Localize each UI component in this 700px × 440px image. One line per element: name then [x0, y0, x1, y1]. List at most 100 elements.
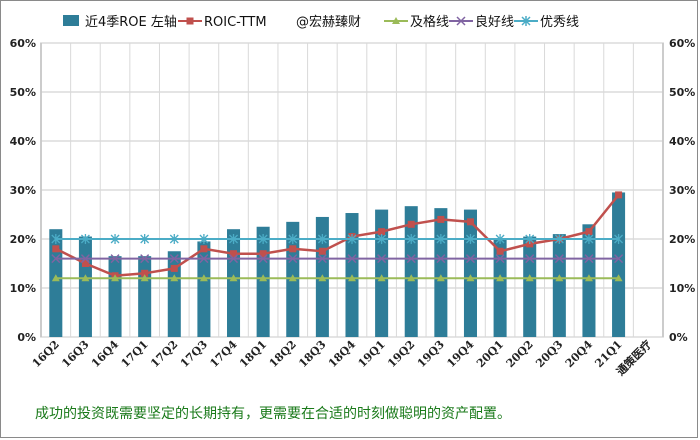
- point-excellent-18Q3: [317, 234, 327, 244]
- point-roic-19Q1: [378, 228, 386, 236]
- x-tick-label: 20Q1: [474, 338, 506, 370]
- point-good-18Q1: [258, 254, 268, 264]
- y-tick-left: 50%: [10, 86, 36, 99]
- point-good-18Q4: [347, 254, 357, 264]
- point-roic-18Q1: [259, 250, 267, 258]
- bar-roe-17Q2: [167, 251, 181, 337]
- point-pass-17Q1: [140, 274, 149, 282]
- point-pass-20Q3: [555, 274, 564, 282]
- bar-roe-20Q3: [552, 234, 566, 337]
- legend-marker-good: [456, 16, 466, 26]
- point-excellent-17Q3: [199, 234, 209, 244]
- x-tick-label: 16Q4: [89, 338, 121, 370]
- bar-roe-19Q3: [434, 208, 448, 337]
- legend-marker-pass: [392, 17, 400, 24]
- point-excellent-17Q4: [229, 234, 238, 244]
- point-pass-20Q4: [584, 274, 593, 282]
- bar-roe-17Q1: [138, 256, 152, 337]
- point-pass-19Q4: [466, 274, 475, 282]
- point-pass-18Q3: [318, 274, 327, 282]
- point-good-17Q3: [199, 254, 209, 264]
- point-good-19Q2: [406, 254, 416, 264]
- point-excellent-17Q1: [140, 234, 150, 244]
- bar-roe-17Q4: [227, 229, 241, 337]
- point-roic-17Q4: [230, 250, 238, 258]
- x-tick-label: 19Q3: [415, 338, 447, 370]
- point-pass-17Q3: [199, 274, 208, 282]
- x-tick-label: 18Q4: [326, 338, 358, 370]
- point-pass-17Q4: [229, 274, 238, 282]
- x-tick-label: 16Q3: [59, 338, 91, 370]
- point-good-19Q4: [465, 254, 476, 264]
- line-roic: [55, 194, 620, 278]
- bar-roe-20Q2: [523, 236, 537, 337]
- point-pass-18Q4: [348, 274, 356, 282]
- point-roic-16Q3: [81, 260, 89, 267]
- x-tick-label: 19Q1: [356, 338, 388, 370]
- x-tick-label: 17Q1: [119, 338, 151, 370]
- point-good-20Q3: [554, 254, 564, 264]
- point-good-18Q3: [317, 254, 327, 264]
- bar-roe-21Q1: [612, 192, 626, 337]
- y-tick-left: 20%: [10, 233, 36, 246]
- y-tick-right: 50%: [669, 86, 695, 99]
- point-excellent-18Q1: [258, 234, 268, 244]
- y-tick-left: 0%: [17, 331, 36, 344]
- point-good-20Q1: [495, 254, 505, 264]
- point-good-18Q2: [288, 254, 298, 264]
- point-roic-17Q1: [141, 269, 149, 277]
- caption-text: 成功的投资既需要坚定的长期持有，更需要在合适的时刻做聪明的资产配置。: [35, 406, 511, 422]
- y-tick-left: 10%: [10, 282, 36, 295]
- point-excellent-19Q3: [436, 234, 446, 244]
- point-excellent-21Q1: [614, 234, 624, 244]
- point-excellent-16Q3: [80, 234, 90, 244]
- point-excellent-20Q2: [525, 234, 535, 244]
- x-tick-label: 18Q3: [296, 338, 328, 370]
- x-tick-label: 18Q1: [237, 338, 269, 370]
- point-roic-20Q1: [496, 247, 504, 255]
- y-tick-right: 30%: [669, 184, 695, 197]
- y-tick-right: 40%: [669, 135, 695, 148]
- point-excellent-18Q4: [347, 234, 357, 244]
- point-roic-20Q4: [585, 228, 593, 236]
- point-excellent-16Q4: [110, 234, 120, 244]
- point-roic-18Q3: [318, 247, 326, 255]
- point-pass-18Q1: [259, 274, 268, 282]
- point-pass-16Q3: [81, 274, 90, 282]
- legend-label-excellent: 优秀线: [540, 15, 579, 30]
- x-tick-label: 19Q2: [385, 338, 417, 370]
- legend-label-good: 良好线: [475, 14, 514, 30]
- point-good-16Q3: [80, 254, 90, 264]
- legend-marker-excellent: [521, 16, 531, 26]
- y-tick-right: 10%: [669, 282, 695, 295]
- point-good-16Q4: [110, 254, 120, 264]
- bar-roe-20Q1: [493, 239, 507, 337]
- bar-roe-16Q4: [108, 256, 122, 337]
- point-good-21Q1: [614, 254, 624, 264]
- point-roic-17Q3: [200, 245, 208, 253]
- legend-label-roic: ROIC-TTM: [204, 15, 267, 30]
- y-tick-right: 0%: [669, 331, 688, 344]
- point-pass-16Q4: [111, 274, 120, 282]
- y-tick-right: 20%: [669, 233, 695, 246]
- point-roic-19Q3: [437, 215, 445, 223]
- point-roic-21Q1: [615, 191, 623, 199]
- point-good-17Q1: [140, 254, 150, 264]
- point-excellent-18Q2: [288, 234, 298, 244]
- x-tick-label: 20Q4: [563, 338, 595, 370]
- x-tick-label: 17Q2: [148, 338, 180, 370]
- point-pass-19Q3: [436, 274, 445, 282]
- point-pass-17Q2: [170, 274, 179, 282]
- point-good-19Q1: [377, 254, 387, 264]
- point-roic-16Q2: [52, 245, 60, 253]
- point-good-17Q4: [228, 254, 239, 264]
- point-pass-19Q2: [407, 274, 416, 282]
- y-tick-left: 60%: [10, 37, 36, 50]
- watermark-text: @宏赫臻财: [296, 15, 361, 30]
- point-excellent-20Q3: [554, 234, 564, 244]
- point-good-20Q4: [584, 254, 594, 264]
- point-roic-19Q2: [407, 220, 415, 228]
- point-roic-17Q2: [170, 264, 178, 272]
- point-good-16Q2: [51, 254, 61, 264]
